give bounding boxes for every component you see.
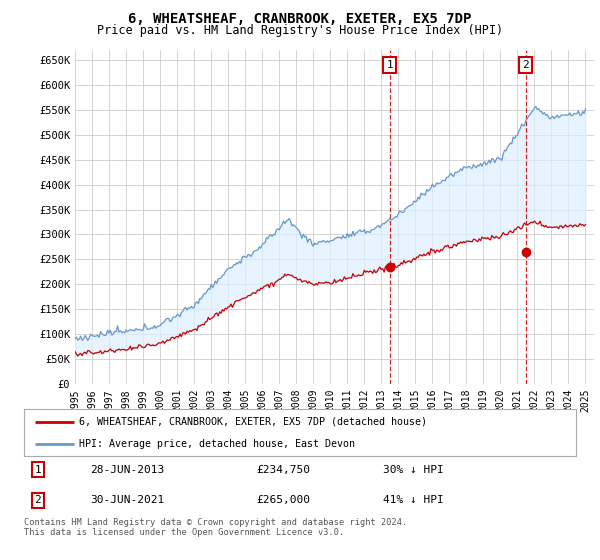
Text: £234,750: £234,750: [256, 465, 310, 474]
Text: 6, WHEATSHEAF, CRANBROOK, EXETER, EX5 7DP (detached house): 6, WHEATSHEAF, CRANBROOK, EXETER, EX5 7D…: [79, 417, 427, 427]
Text: 30% ↓ HPI: 30% ↓ HPI: [383, 465, 443, 474]
Text: 2: 2: [523, 60, 529, 71]
Text: £265,000: £265,000: [256, 496, 310, 505]
Text: 41% ↓ HPI: 41% ↓ HPI: [383, 496, 443, 505]
Text: 30-JUN-2021: 30-JUN-2021: [90, 496, 164, 505]
Text: 1: 1: [34, 465, 41, 474]
Text: 6, WHEATSHEAF, CRANBROOK, EXETER, EX5 7DP: 6, WHEATSHEAF, CRANBROOK, EXETER, EX5 7D…: [128, 12, 472, 26]
Text: Contains HM Land Registry data © Crown copyright and database right 2024.
This d: Contains HM Land Registry data © Crown c…: [24, 518, 407, 538]
Text: HPI: Average price, detached house, East Devon: HPI: Average price, detached house, East…: [79, 438, 355, 449]
Text: 28-JUN-2013: 28-JUN-2013: [90, 465, 164, 474]
Text: Price paid vs. HM Land Registry's House Price Index (HPI): Price paid vs. HM Land Registry's House …: [97, 24, 503, 36]
Text: 1: 1: [386, 60, 393, 71]
Text: 2: 2: [34, 496, 41, 505]
